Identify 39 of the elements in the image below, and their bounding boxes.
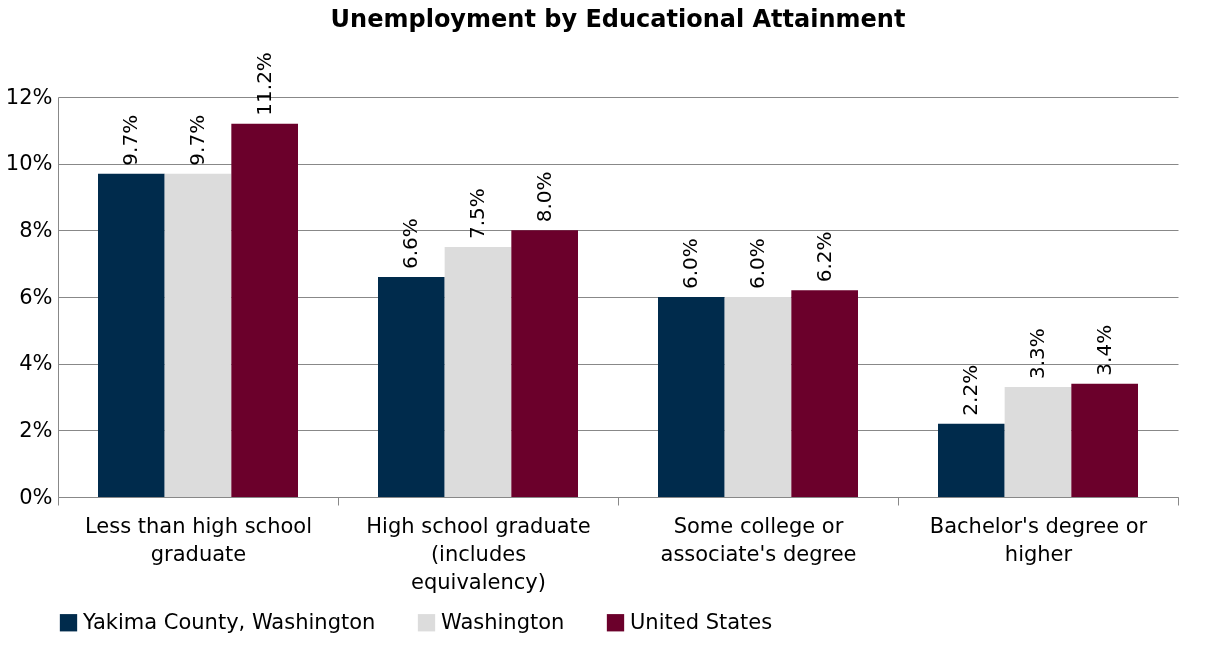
bar [724, 297, 792, 497]
bar [231, 123, 298, 497]
data-label: 2.2% [958, 364, 983, 416]
bar [1004, 387, 1072, 497]
legend-label: United States [630, 609, 773, 634]
bar [791, 290, 858, 497]
bar [938, 423, 1005, 497]
data-label: 6.0% [678, 238, 703, 289]
bar [164, 173, 232, 497]
data-label: 11.2% [251, 52, 276, 116]
y-tick-label: 10% [5, 151, 53, 176]
x-tick-label: High school graduate (includes equivalency) [366, 513, 591, 594]
y-tick-label: 4% [19, 351, 53, 376]
data-label: 6.0% [745, 238, 769, 289]
data-label: 6.2% [811, 231, 836, 283]
y-tick-label: 12% [5, 84, 53, 109]
bar [1071, 383, 1138, 497]
chart-title: Unemployment by Educational Attainment [330, 5, 906, 34]
y-tick-label: 8% [19, 217, 53, 242]
legend-label: Yakima County, Washington [82, 609, 376, 634]
x-tick-label: Bachelor's degree or higher [929, 513, 1148, 566]
legend-label: Washington [441, 609, 565, 634]
x-tick-label: Less than high school graduate [85, 513, 312, 566]
bar [98, 173, 165, 497]
y-tick-label: 0% [19, 484, 53, 509]
bar [658, 297, 725, 497]
data-label: 6.6% [398, 218, 423, 269]
bar [444, 247, 512, 497]
x-tick-label: Some college or associate's degree [660, 513, 857, 566]
data-label: 8.0% [531, 171, 556, 223]
data-label: 3.3% [1025, 328, 1049, 379]
data-label: 7.5% [465, 188, 489, 239]
data-label: 3.4% [1091, 324, 1116, 376]
data-label: 9.7% [185, 114, 209, 166]
y-tick-label: 6% [19, 284, 53, 309]
y-tick-label: 2% [19, 417, 53, 442]
bar [511, 230, 578, 497]
bar [378, 277, 445, 497]
data-label: 9.7% [118, 114, 143, 166]
